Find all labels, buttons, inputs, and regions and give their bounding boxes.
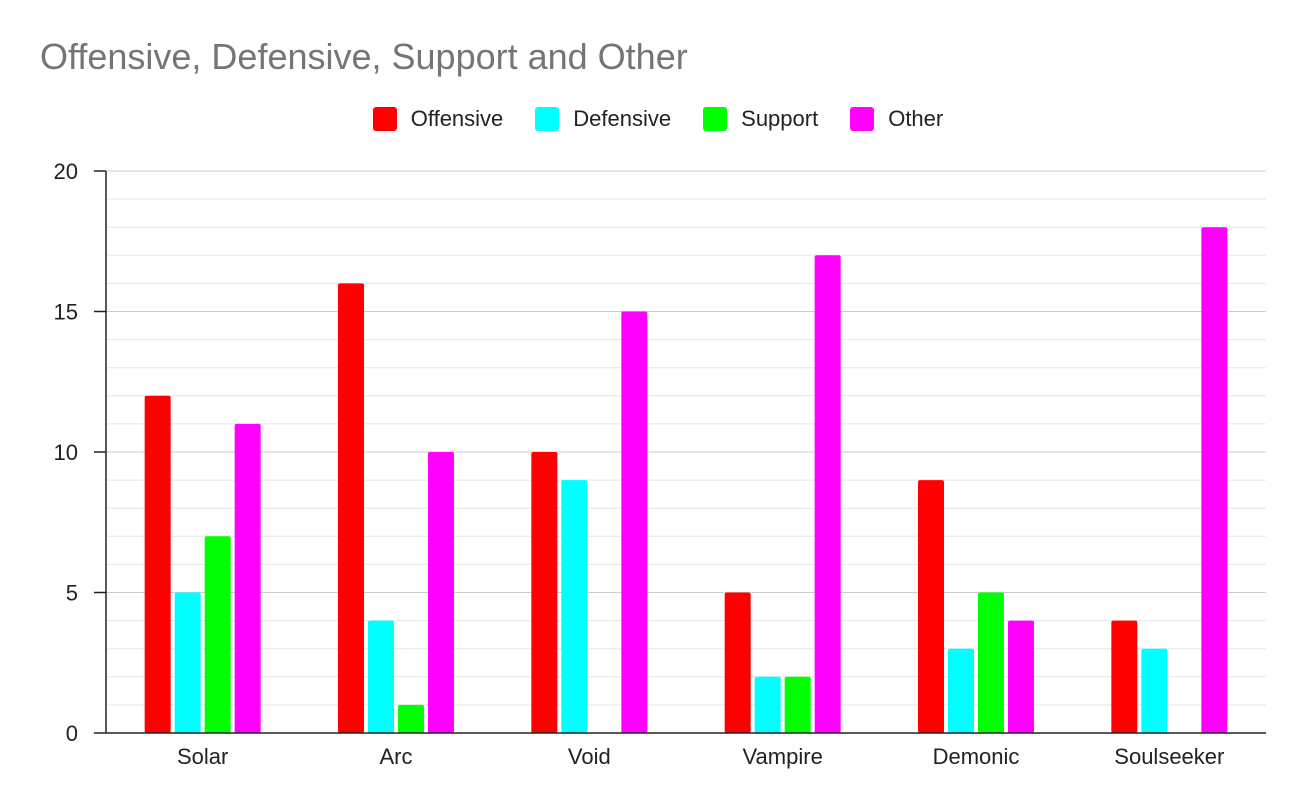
x-tick-label: Solar xyxy=(177,744,228,769)
chart-title: Offensive, Defensive, Support and Other xyxy=(40,36,688,77)
bar-offensive-arc xyxy=(338,283,364,733)
y-tick-label: 15 xyxy=(54,300,78,325)
bar-defensive-arc xyxy=(368,620,394,733)
y-tick-label: 20 xyxy=(54,159,78,184)
bar-support-arc xyxy=(398,704,424,733)
legend-item-support[interactable]: Support xyxy=(703,106,818,132)
bar-other-soulseeker xyxy=(1201,227,1228,733)
bar-offensive-demonic xyxy=(918,480,944,733)
y-tick-label: 5 xyxy=(66,581,78,606)
legend-swatch-other xyxy=(850,107,875,131)
legend-item-other[interactable]: Other xyxy=(850,106,943,132)
x-tick-label: Vampire xyxy=(743,744,823,769)
y-tick-label: 0 xyxy=(66,721,78,746)
x-tick-label: Soulseeker xyxy=(1114,744,1224,769)
legend-label-support: Support xyxy=(741,106,819,131)
bar-support-demonic xyxy=(978,592,1004,733)
bar-other-void xyxy=(621,311,648,733)
bar-defensive-soulseeker xyxy=(1141,648,1168,733)
bar-offensive-void xyxy=(531,452,558,733)
legend-label-defensive: Defensive xyxy=(573,106,672,131)
y-tick-label: 10 xyxy=(54,440,78,465)
legend-label-offensive: Offensive xyxy=(410,106,504,131)
bar-support-solar xyxy=(204,536,231,733)
legend-swatch-support xyxy=(703,107,728,131)
x-tick-label: Arc xyxy=(380,744,413,769)
bar-defensive-solar xyxy=(174,592,201,733)
legend: Offensive Defensive Support Other xyxy=(0,106,1306,132)
bar-offensive-solar xyxy=(144,395,171,733)
legend-label-other: Other xyxy=(888,106,944,131)
bar-offensive-soulseeker xyxy=(1111,620,1138,733)
bar-defensive-vampire xyxy=(754,676,781,733)
bar-defensive-void xyxy=(561,480,588,733)
x-tick-label: Void xyxy=(568,744,611,769)
bar-offensive-vampire xyxy=(724,592,751,733)
legend-item-defensive[interactable]: Defensive xyxy=(535,106,671,132)
bar-other-demonic xyxy=(1008,620,1034,733)
legend-item-offensive[interactable]: Offensive xyxy=(372,106,504,132)
bar-other-vampire xyxy=(814,255,841,734)
legend-swatch-offensive xyxy=(372,107,397,131)
x-tick-label: Demonic xyxy=(933,744,1020,769)
legend-swatch-defensive xyxy=(535,107,560,131)
bar-defensive-demonic xyxy=(948,648,974,733)
bar-support-vampire xyxy=(784,676,811,733)
bar-other-solar xyxy=(234,423,261,733)
bar-other-arc xyxy=(428,452,454,733)
